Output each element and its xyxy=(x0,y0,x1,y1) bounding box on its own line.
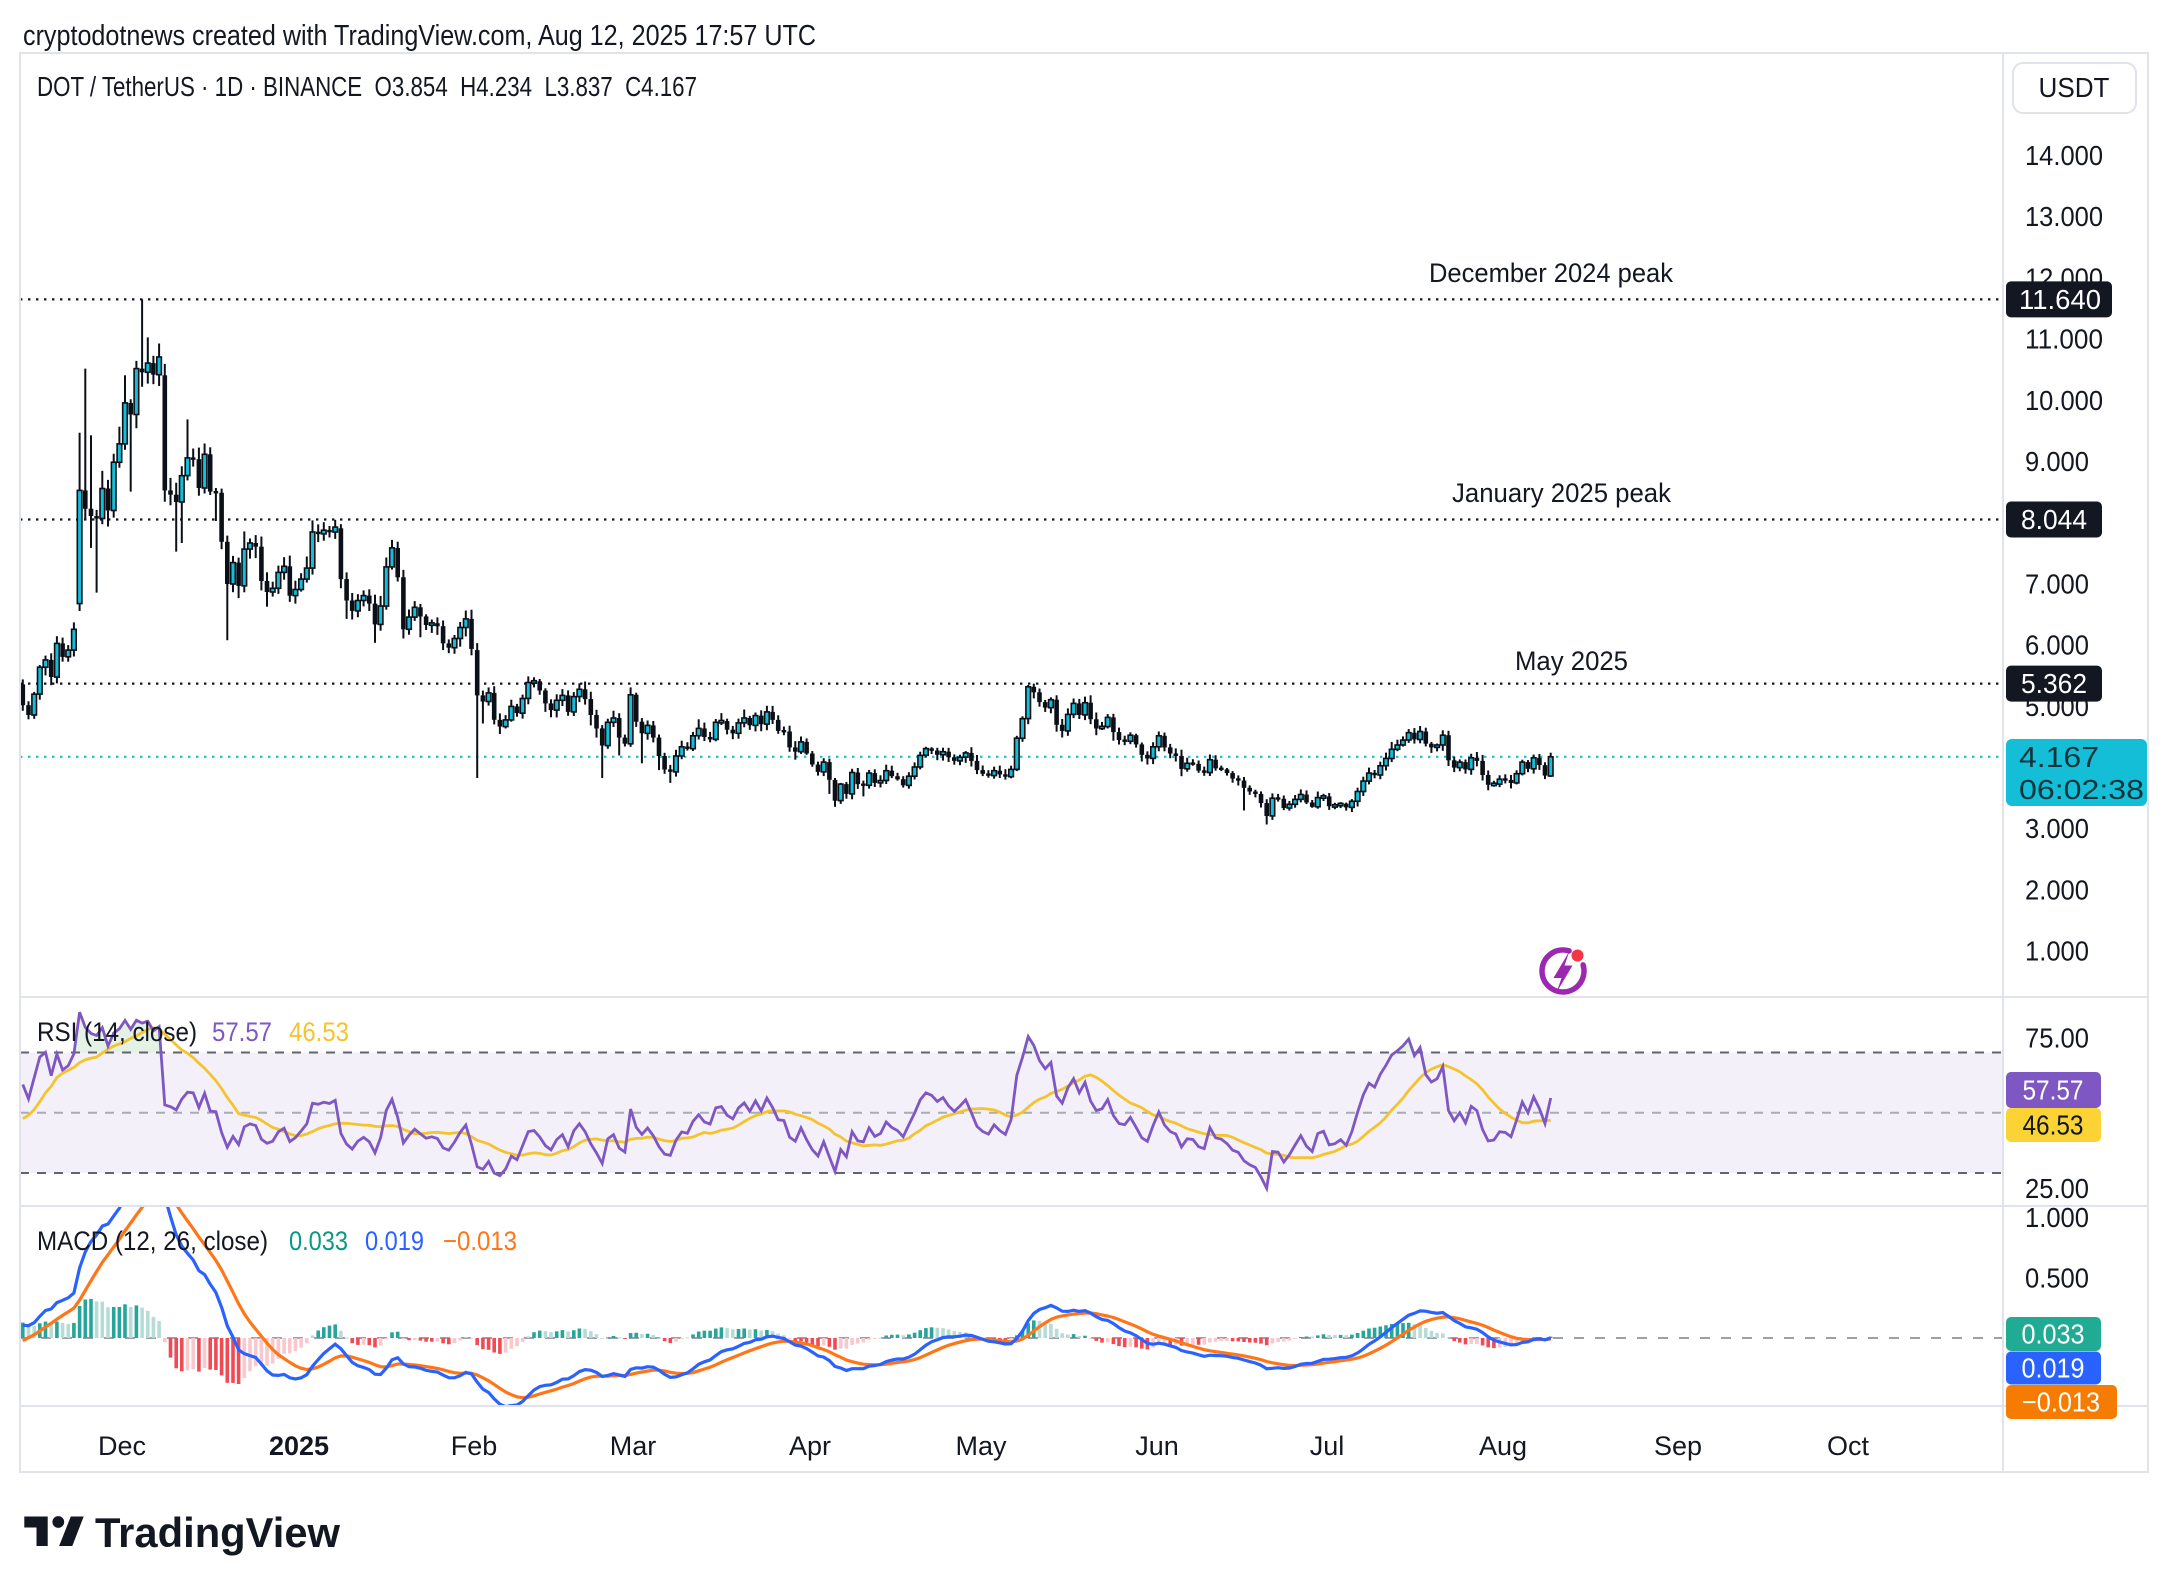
svg-text:11.640: 11.640 xyxy=(2019,284,2101,315)
svg-text:6.000: 6.000 xyxy=(2025,630,2089,661)
svg-text:7.000: 7.000 xyxy=(2025,568,2089,599)
svg-text:Jul: Jul xyxy=(1310,1431,1345,1461)
svg-text:5.362: 5.362 xyxy=(2021,668,2087,699)
svg-text:0.500: 0.500 xyxy=(2025,1263,2089,1294)
svg-text:2025: 2025 xyxy=(269,1431,329,1461)
svg-text:0.019: 0.019 xyxy=(2022,1353,2085,1384)
svg-text:Feb: Feb xyxy=(451,1431,498,1461)
svg-text:9.000: 9.000 xyxy=(2025,446,2089,477)
svg-text:DOT / TetherUS · 1D · BINANCE: DOT / TetherUS · 1D · BINANCE O3.854 H4.… xyxy=(37,71,697,102)
svg-text:USDT: USDT xyxy=(2039,72,2110,103)
svg-text:TradingView: TradingView xyxy=(95,1509,340,1556)
svg-text:RSI (14, close): RSI (14, close) xyxy=(37,1017,197,1047)
svg-text:4.167: 4.167 xyxy=(2019,742,2099,774)
svg-text:Sep: Sep xyxy=(1654,1431,1702,1461)
svg-text:0.033: 0.033 xyxy=(2022,1319,2085,1350)
svg-text:06:02:38: 06:02:38 xyxy=(2019,774,2144,805)
svg-text:25.00: 25.00 xyxy=(2025,1173,2089,1204)
svg-text:2.000: 2.000 xyxy=(2025,874,2089,905)
svg-text:cryptodotnews created with Tra: cryptodotnews created with TradingView.c… xyxy=(23,20,816,52)
svg-text:Jun: Jun xyxy=(1135,1431,1179,1461)
svg-text:0.033: 0.033 xyxy=(289,1226,348,1256)
svg-text:75.00: 75.00 xyxy=(2025,1022,2089,1053)
svg-text:46.53: 46.53 xyxy=(289,1017,349,1047)
svg-text:January 2025 peak: January 2025 peak xyxy=(1452,478,1671,508)
svg-text:MACD (12, 26, close): MACD (12, 26, close) xyxy=(37,1226,268,1256)
svg-text:57.57: 57.57 xyxy=(2023,1075,2084,1106)
svg-text:10.000: 10.000 xyxy=(2025,385,2103,416)
svg-text:1.000: 1.000 xyxy=(2025,936,2089,967)
svg-text:Oct: Oct xyxy=(1827,1431,1870,1461)
svg-text:Aug: Aug xyxy=(1479,1431,1527,1461)
svg-text:May: May xyxy=(955,1431,1007,1461)
svg-text:46.53: 46.53 xyxy=(2023,1110,2084,1141)
svg-text:11.000: 11.000 xyxy=(2025,324,2103,355)
svg-text:December 2024 peak: December 2024 peak xyxy=(1429,258,1673,288)
svg-text:−0.013: −0.013 xyxy=(2022,1387,2100,1418)
svg-text:57.57: 57.57 xyxy=(212,1017,272,1047)
svg-text:May 2025: May 2025 xyxy=(1515,646,1628,676)
svg-text:3.000: 3.000 xyxy=(2025,813,2089,844)
svg-text:−0.013: −0.013 xyxy=(443,1226,517,1256)
svg-text:8.044: 8.044 xyxy=(2021,504,2087,535)
svg-text:0.019: 0.019 xyxy=(365,1226,424,1256)
svg-text:1.000: 1.000 xyxy=(2025,1202,2089,1233)
svg-text:Dec: Dec xyxy=(98,1431,146,1461)
svg-text:Apr: Apr xyxy=(789,1431,831,1461)
svg-text:13.000: 13.000 xyxy=(2025,201,2103,232)
svg-text:14.000: 14.000 xyxy=(2025,140,2103,171)
svg-text:Mar: Mar xyxy=(610,1431,657,1461)
